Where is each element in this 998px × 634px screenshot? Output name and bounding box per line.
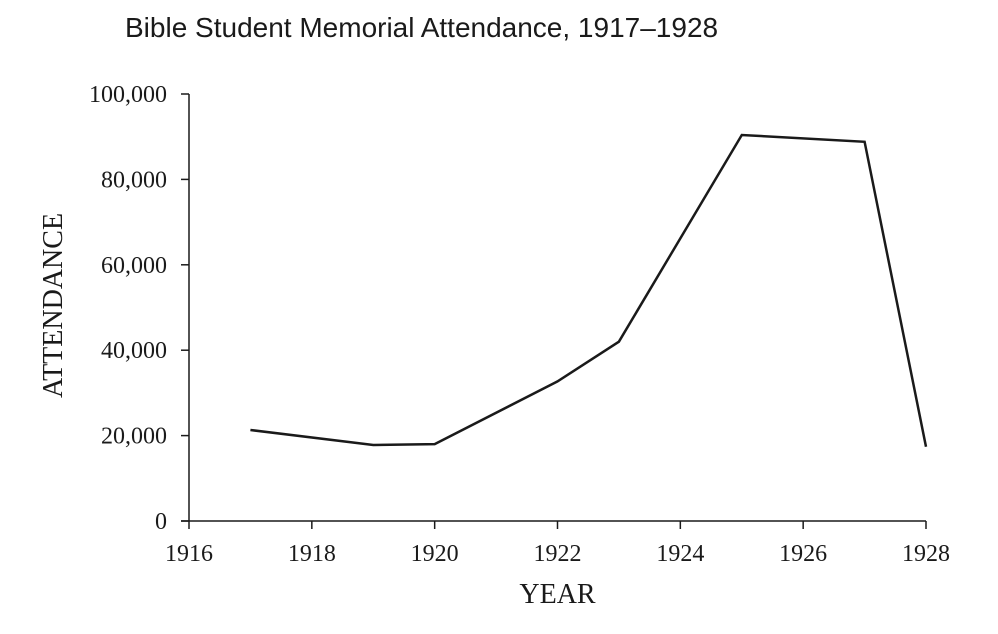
x-axis-label: YEAR (519, 579, 596, 610)
x-tick-label: 1922 (534, 541, 582, 567)
y-tick-label: 60,000 (101, 253, 167, 279)
y-tick-label: 80,000 (101, 167, 167, 193)
x-tick-label: 1916 (165, 541, 213, 567)
x-tick-label: 1920 (411, 541, 459, 567)
series-layer (250, 133, 928, 447)
y-axis-label: ATTENDANCE (38, 213, 69, 398)
y-axis: 0 20,000 40,000 60,000 80,000 100,000 (89, 82, 190, 535)
x-tick-label: 1918 (288, 541, 336, 567)
chart-title: Bible Student Memorial Attendance, 1917–… (125, 12, 719, 43)
y-tick-label: 40,000 (101, 338, 167, 364)
y-tick-label: 20,000 (101, 424, 167, 450)
y-tick-label: 0 (155, 509, 167, 535)
x-tick-label: 1926 (779, 541, 827, 567)
x-tick-label: 1924 (656, 541, 704, 567)
x-tick-label: 1928 (902, 541, 950, 567)
y-tick-label: 100,000 (89, 82, 167, 108)
x-axis: 1916 1918 1920 1922 1924 1926 1928 (165, 520, 950, 567)
series-line (250, 133, 928, 447)
